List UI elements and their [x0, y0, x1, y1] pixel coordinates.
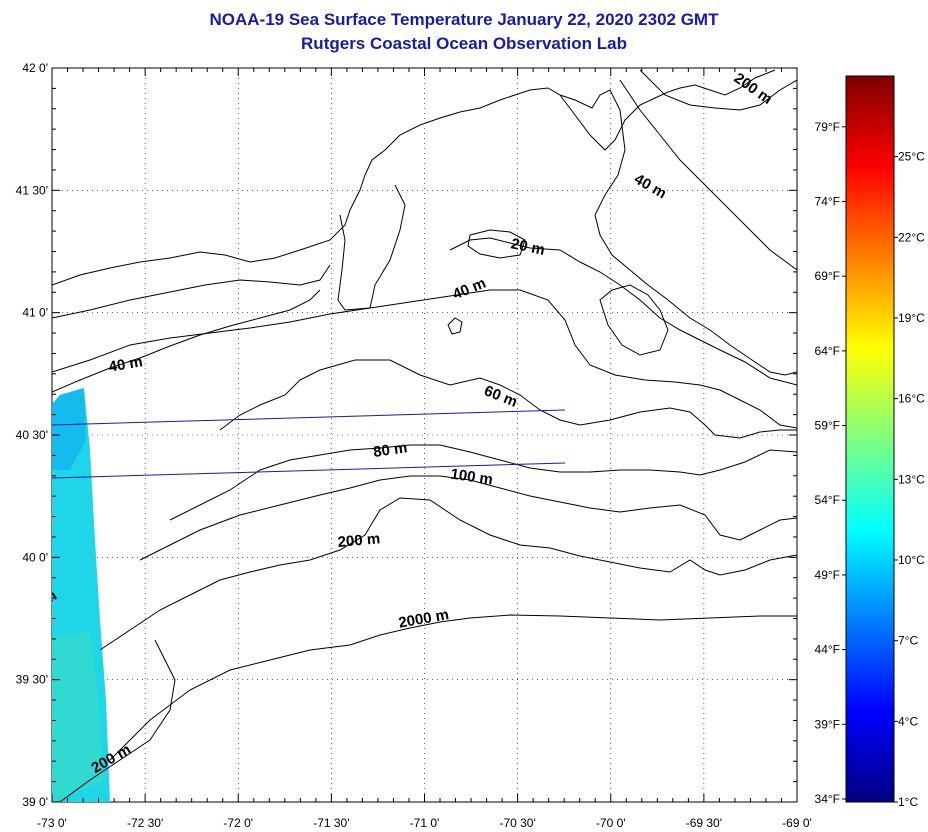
- cape-cod: [559, 69, 776, 151]
- colorbar-fahrenheit-label: 34°F: [815, 792, 840, 806]
- axis-ticks: [51, 67, 798, 803]
- lat-tick-label: 40 0': [22, 550, 48, 564]
- lat-tick-label: 39 0': [22, 795, 48, 809]
- colorbar-fahrenheit-label: 44°F: [815, 643, 840, 657]
- transect-line-south: [52, 462, 566, 479]
- colorbar-fahrenheit-label: 59°F: [815, 419, 840, 433]
- contour-label: 20 m: [509, 235, 546, 259]
- graticule-grid: [52, 68, 797, 802]
- colorbar-celsius-label: 19°C: [898, 311, 925, 325]
- contour-200m-northeast: [639, 69, 797, 111]
- islands-block: [447, 317, 463, 335]
- coastline: [52, 87, 797, 376]
- lon-tick-label: -71 0': [410, 816, 440, 830]
- colorbar-fahrenheit-label: 54°F: [815, 493, 840, 507]
- contour-label: 40 m: [107, 353, 144, 376]
- contour-label: 80 m: [372, 439, 408, 461]
- colorbar-celsius-label: 25°C: [898, 150, 925, 164]
- contour-20m: [449, 237, 797, 386]
- contour-60m: [219, 359, 797, 439]
- colorbar-celsius-label: 1°C: [898, 795, 918, 809]
- map-title: NOAA-19 Sea Surface Temperature January …: [209, 10, 719, 29]
- colorbar-celsius-label: 22°C: [898, 230, 925, 244]
- lon-tick-label: -70 0': [596, 816, 626, 830]
- colorbar-fahrenheit-label: 79°F: [815, 120, 840, 134]
- contour-label: 100 m: [449, 466, 493, 489]
- colorbar-fahrenheit-label: 39°F: [815, 717, 840, 731]
- lon-tick-label: -72 0': [223, 816, 253, 830]
- contour-100m: [139, 475, 797, 561]
- contour-label: 200 m: [337, 530, 381, 551]
- lon-tick-label: -69 0': [782, 816, 812, 830]
- sst-swath-cool-patch: [52, 388, 86, 470]
- lat-tick-label: 39 30': [16, 673, 48, 687]
- long-island-north-shore: [52, 264, 331, 319]
- axis-labels: 42 0' 41 30' 41 0' 40 30' 40 0' 39 30' 39 0' -7…: [16, 61, 812, 830]
- colorbar-celsius-label: 10°C: [898, 553, 925, 567]
- colorbar-fahrenheit-label: 69°F: [815, 269, 840, 283]
- map-subtitle: Rutgers Coastal Ocean Observation Lab: [301, 34, 627, 53]
- transect-line-north: [52, 409, 566, 426]
- lon-tick-label: -70 30': [499, 816, 535, 830]
- long-island-south-shore: [52, 289, 321, 393]
- colorbar: [845, 75, 895, 803]
- contour-200m-south: [59, 639, 176, 802]
- colorbar-celsius-label: 13°C: [898, 472, 925, 486]
- lon-tick-label: -73 0': [37, 816, 67, 830]
- colorbar-labels: 25°C 22°C 19°C 16°C 13°C 10°C 7°C 4°C 1°C 79°F 74°…: [815, 120, 926, 809]
- lat-tick-label: 41 30': [16, 183, 48, 197]
- lon-tick-label: -71 30': [313, 816, 349, 830]
- lat-tick-label: 42 0': [22, 61, 48, 75]
- contour-40m-north: [619, 79, 797, 271]
- contour-200m: [99, 497, 797, 651]
- lat-tick-label: 41 0': [22, 306, 48, 320]
- contour-2000m: [109, 614, 797, 761]
- lon-tick-label: -72 30': [127, 816, 163, 830]
- sst-swath-warm-patch: [52, 630, 104, 802]
- contour-80m: [169, 444, 797, 521]
- colorbar-celsius-label: 4°C: [898, 714, 918, 728]
- colorbar-fahrenheit-label: 64°F: [815, 344, 840, 358]
- colorbar-celsius-label: 7°C: [898, 634, 918, 648]
- colorbar-fahrenheit-label: 49°F: [815, 568, 840, 582]
- islands-nantucket: [599, 284, 669, 356]
- lon-tick-label: -69 30': [686, 816, 722, 830]
- islands-marthas-vineyard: [467, 229, 526, 259]
- colorbar-celsius-label: 16°C: [898, 392, 925, 406]
- contour-40m-south: [52, 289, 797, 429]
- lat-tick-label: 40 30': [16, 428, 48, 442]
- contour-label: m: [40, 587, 60, 608]
- colorbar-fahrenheit-label: 74°F: [815, 194, 840, 208]
